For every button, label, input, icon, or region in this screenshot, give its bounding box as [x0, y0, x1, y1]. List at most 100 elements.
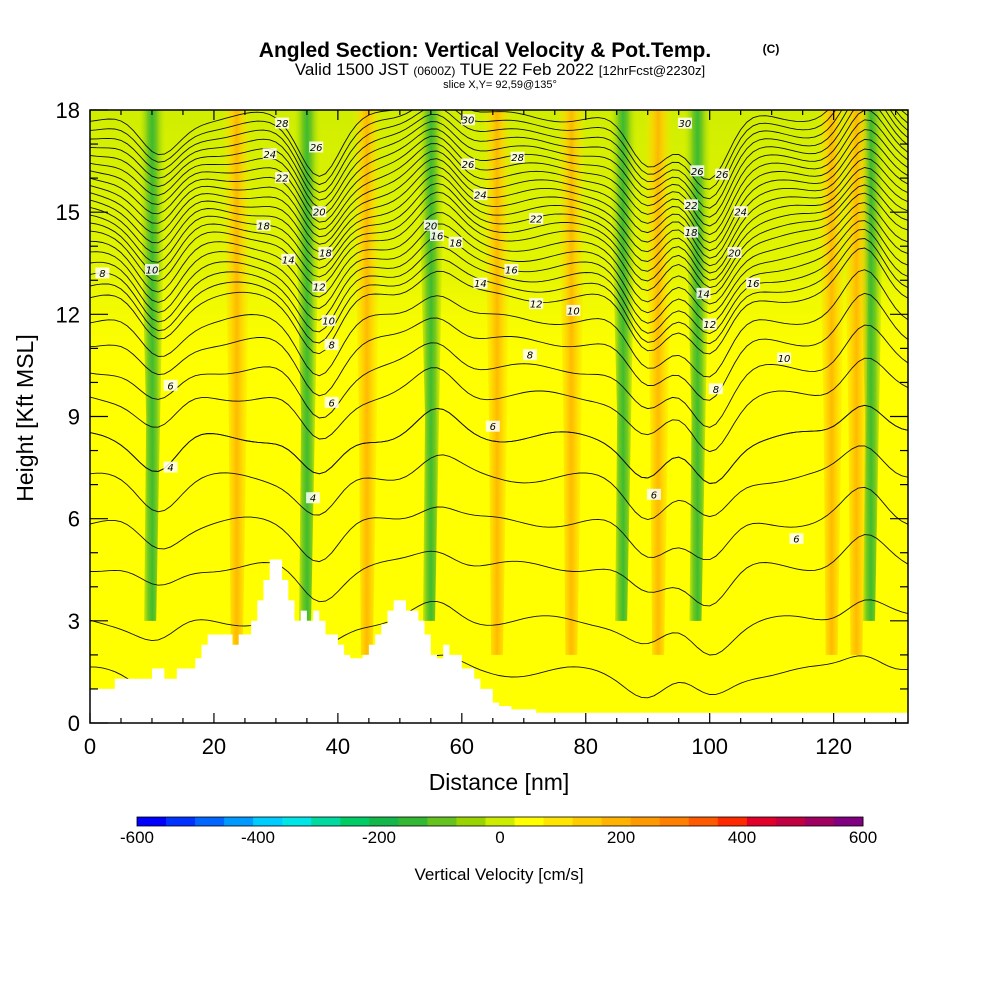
svg-text:18: 18 [257, 221, 270, 232]
colorbar-swatch [659, 817, 690, 826]
svg-text:22: 22 [530, 214, 543, 225]
contour-label: 24 [473, 189, 488, 202]
svg-text:18: 18 [319, 249, 332, 260]
contour-label: 6 [163, 379, 178, 392]
svg-text:16: 16 [747, 279, 760, 290]
contour-label: 26 [461, 158, 476, 171]
theta-contour-line [90, 175, 908, 281]
valid-prefix: Valid 1500 JST [295, 60, 409, 79]
colorbar-tick-label: -400 [241, 828, 275, 847]
title-unit: (C) [763, 42, 780, 56]
colorbar-tick-label: 200 [607, 828, 635, 847]
contour-label: 6 [485, 420, 500, 433]
svg-text:10: 10 [146, 266, 159, 277]
y-tick-label: 6 [68, 507, 80, 532]
contour-label: 26 [715, 168, 730, 181]
colorbar-swatch [543, 817, 574, 826]
contour-labels: 8 10 28 26 24 22 20 18 18 16 14 12 10 8 6 6 4 4 30 28 26 24 22… [95, 114, 804, 546]
contour-label: 12 [702, 318, 717, 331]
x-axis: 0 20 40 60 80 100 120 [84, 110, 897, 759]
contour-label: 18 [256, 219, 271, 232]
x-tick-label: 0 [84, 734, 96, 759]
theta-contour-line [90, 184, 908, 289]
theta-contour-line [90, 534, 908, 607]
colorbar-swatch [601, 817, 632, 826]
contour-label: 20 [312, 206, 327, 219]
colorbar-swatch [572, 817, 603, 826]
colorbar-swatch [630, 817, 661, 826]
colorbar-tick-label: 0 [495, 828, 504, 847]
slice-info: slice X,Y= 92,59@135° [443, 79, 557, 91]
colorbar-swatch [137, 817, 167, 826]
contour-label: 20 [727, 247, 742, 260]
colorbar-swatch [224, 817, 254, 826]
svg-text:6: 6 [167, 381, 173, 392]
contour-label: 4 [306, 492, 321, 505]
contour-label: 6 [789, 533, 804, 546]
colorbar-swatch [514, 817, 545, 826]
y-tick-label: 9 [68, 405, 80, 430]
contour-label: 22 [529, 212, 544, 225]
colorbar-swatch [804, 817, 835, 826]
svg-text:30: 30 [679, 119, 692, 130]
svg-text:20: 20 [313, 208, 326, 219]
theta-contour-line [90, 119, 908, 236]
theta-contour-line [90, 486, 908, 563]
svg-text:8: 8 [713, 385, 719, 396]
colorbar-swatch [833, 817, 864, 826]
colorbar-swatch [340, 817, 370, 826]
svg-text:14: 14 [474, 279, 487, 290]
theta-contour-line [90, 599, 908, 656]
svg-text:30: 30 [462, 116, 475, 127]
colorbar-tick-label: 400 [728, 828, 756, 847]
svg-text:10: 10 [778, 354, 791, 365]
svg-text:10: 10 [567, 306, 580, 317]
y-axis: 0 3 6 9 12 15 18 [56, 98, 908, 736]
colorbar-swatch [166, 817, 196, 826]
contour-label: 18 [684, 226, 699, 239]
svg-text:8: 8 [328, 340, 334, 351]
svg-text:6: 6 [328, 398, 334, 409]
contour-label: 4 [163, 461, 178, 474]
colorbar-tick-label: -600 [120, 828, 154, 847]
contour-label: 24 [733, 206, 748, 219]
updraft-band [293, 110, 322, 621]
x-tick-label: 60 [450, 734, 474, 759]
theta-contour-line [90, 110, 908, 218]
theta-contour-line [90, 220, 908, 324]
contour-label: 10 [566, 304, 581, 317]
contour-label: 18 [448, 236, 463, 249]
x-tick-label: 20 [202, 734, 226, 759]
svg-text:12: 12 [703, 320, 716, 331]
forecast-info: [12hrFcst@2230z] [599, 63, 705, 78]
terrain [90, 559, 908, 723]
svg-text:22: 22 [276, 174, 289, 185]
contour-label: 30 [461, 114, 476, 127]
contour-label: 10 [144, 264, 159, 277]
contour-label: 24 [262, 148, 277, 161]
colorbar-swatch [688, 817, 719, 826]
x-axis-title: Distance [nm] [429, 769, 570, 795]
y-tick-label: 15 [56, 200, 80, 225]
contour-label: 10 [321, 315, 336, 328]
theta-contour-line [90, 129, 908, 244]
colorbar-swatch [746, 817, 777, 826]
svg-text:14: 14 [282, 255, 295, 266]
colorbar-swatch [253, 817, 283, 826]
svg-text:14: 14 [697, 289, 710, 300]
contour-label: 22 [684, 199, 699, 212]
contour-label: 30 [677, 117, 692, 130]
downdraft-band [842, 110, 871, 655]
theta-contour-line [90, 110, 908, 209]
downdraft-band [352, 110, 381, 655]
svg-text:6: 6 [651, 490, 657, 501]
theta-contour-line [90, 445, 908, 520]
theta-contour-line [90, 238, 908, 345]
x-tick-label: 100 [691, 734, 728, 759]
contour-label: 28 [275, 117, 290, 130]
svg-text:18: 18 [449, 238, 462, 249]
svg-text:16: 16 [505, 266, 518, 277]
colorbar-swatch [282, 817, 312, 826]
svg-text:6: 6 [490, 422, 496, 433]
svg-text:4: 4 [310, 494, 316, 505]
